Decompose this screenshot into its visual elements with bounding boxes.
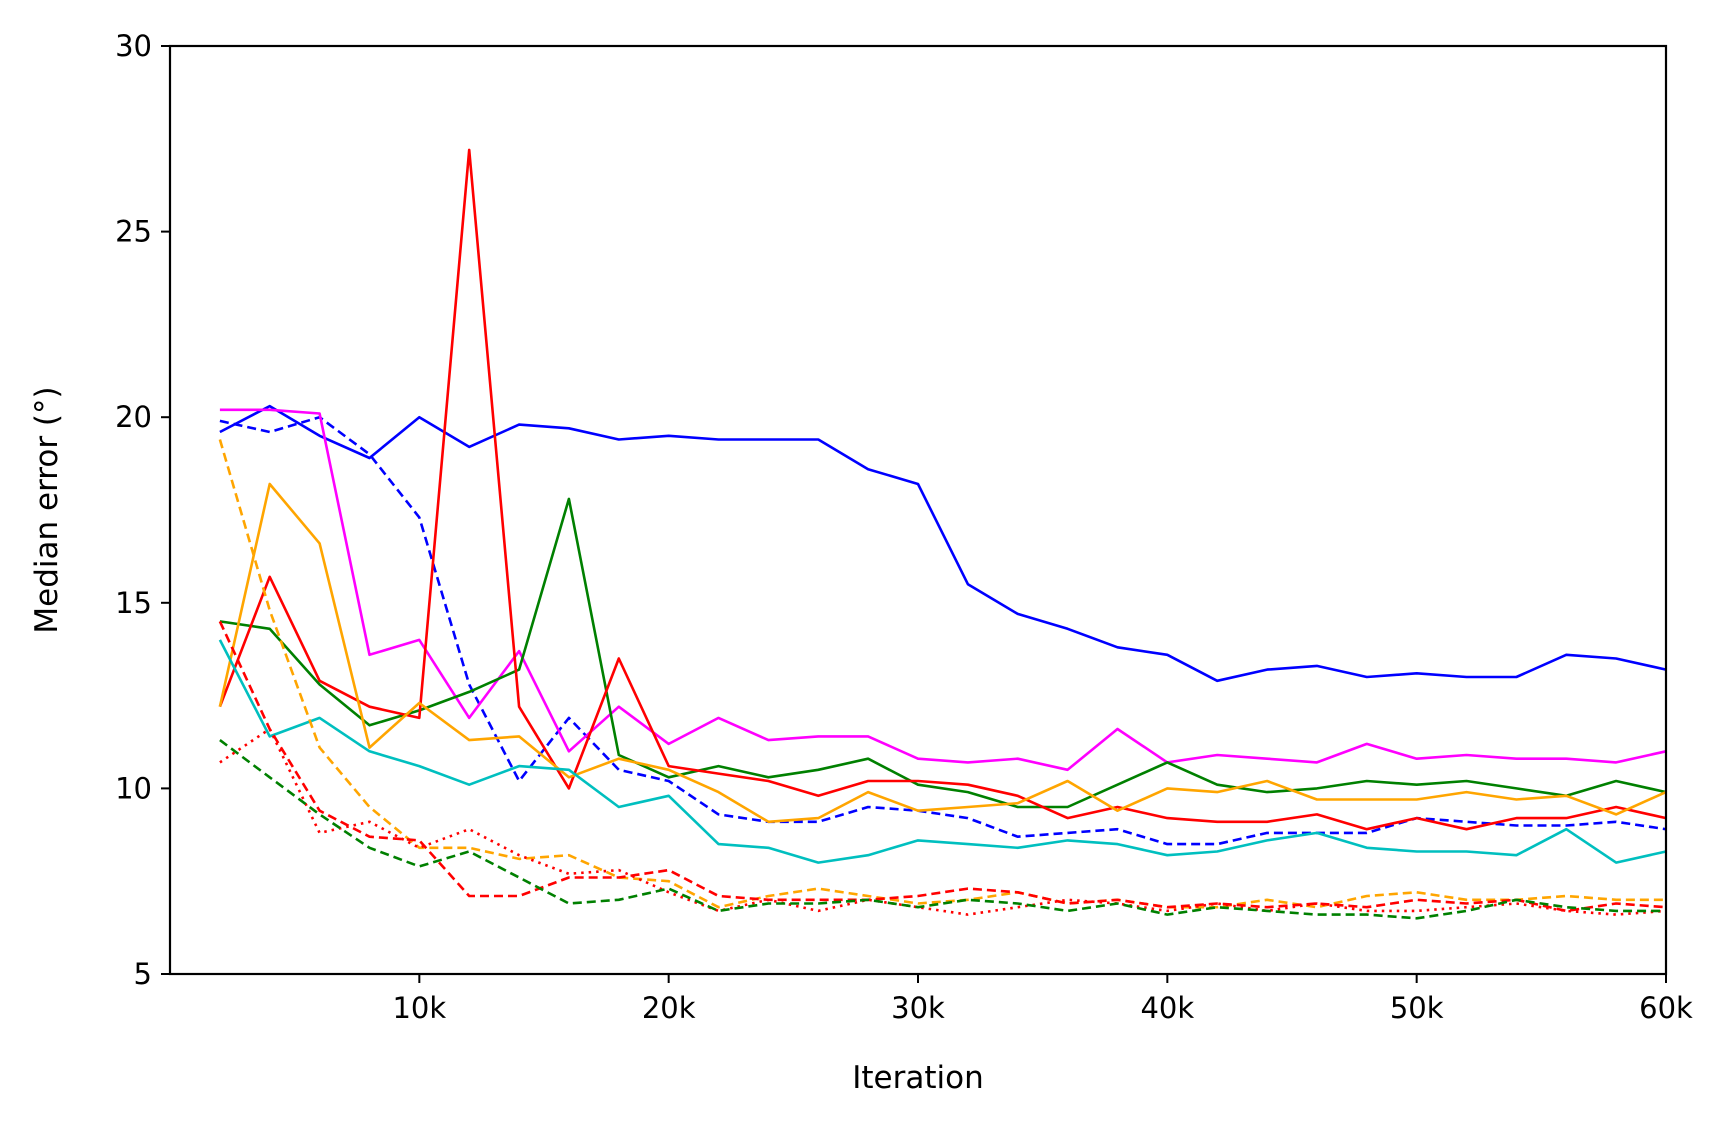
x-axis-label: Iteration	[852, 1060, 984, 1096]
series-line-red-solid	[218, 148, 1667, 831]
y-tick-label: 20	[115, 400, 152, 434]
y-tick-label: 30	[115, 29, 152, 63]
x-tick-label: 30k	[891, 991, 945, 1025]
y-tick-label: 5	[134, 957, 152, 991]
series-line-orange-dashed	[218, 439, 1666, 909]
x-tick-label: 10k	[392, 991, 446, 1025]
x-tick-label: 40k	[1140, 991, 1194, 1025]
series-layer	[218, 148, 1667, 920]
y-tick-label: 25	[115, 215, 152, 249]
x-tick-label: 50k	[1390, 991, 1444, 1025]
series-line-green-dashed	[219, 739, 1666, 920]
x-tick-label: 20k	[642, 991, 696, 1025]
series-line-green-solid	[219, 497, 1667, 809]
series-line-blue-solid	[219, 404, 1667, 683]
series-line-magenta-solid	[219, 408, 1667, 772]
series-line-blue-dashed	[219, 415, 1667, 846]
series-line-red-dashed	[218, 620, 1667, 913]
y-axis-label: Median error (°)	[29, 386, 65, 633]
x-tick-label: 60k	[1639, 991, 1693, 1025]
y-tick-label: 10	[115, 771, 152, 805]
plot-frame	[168, 44, 1668, 976]
series-line-orange-solid	[218, 482, 1667, 824]
x-axis-ticks: 10k 20k 30k 40k 50k 60k	[392, 974, 1693, 1025]
y-tick-label: 15	[115, 586, 152, 620]
series-line-cyan-solid	[218, 639, 1667, 864]
y-axis-ticks: 5 10 15 20 25 30	[115, 29, 170, 991]
